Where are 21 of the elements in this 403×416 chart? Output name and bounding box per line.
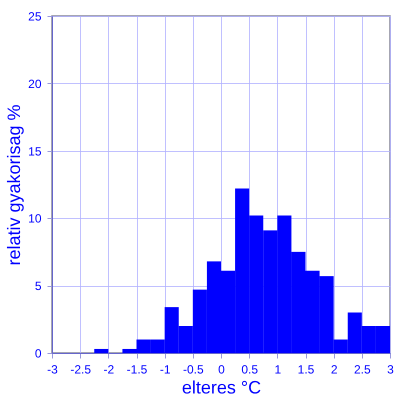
x-tick-label: -1 xyxy=(160,362,171,376)
y-tick-label: 20 xyxy=(28,76,42,91)
x-tick-label: 1 xyxy=(274,362,282,376)
x-tick-label: 0.5 xyxy=(241,362,258,376)
y-tick-label: 5 xyxy=(34,279,42,294)
x-tick-label: -3 xyxy=(47,362,58,376)
y-tick-label: 25 xyxy=(28,10,42,24)
x-tick-label: 2.5 xyxy=(354,362,371,376)
x-axis-title: elteres °C xyxy=(182,378,262,398)
x-tick-label: -0.5 xyxy=(182,362,204,376)
y-tick-label: 15 xyxy=(28,144,42,158)
x-tick-label: -2.5 xyxy=(70,362,92,376)
x-tick-label: 0 xyxy=(218,362,226,376)
x-tick-label: -1.5 xyxy=(126,362,148,376)
y-tick-label: 0 xyxy=(34,346,42,360)
x-tick-label: 2 xyxy=(330,362,338,376)
x-tick-label: -2 xyxy=(103,362,114,376)
x-tick-label: 3 xyxy=(387,362,394,376)
x-tick-label: 1.5 xyxy=(298,362,315,376)
y-axis-title: relativ gyakorisag % xyxy=(4,104,24,266)
y-tick-label: 10 xyxy=(28,212,42,226)
